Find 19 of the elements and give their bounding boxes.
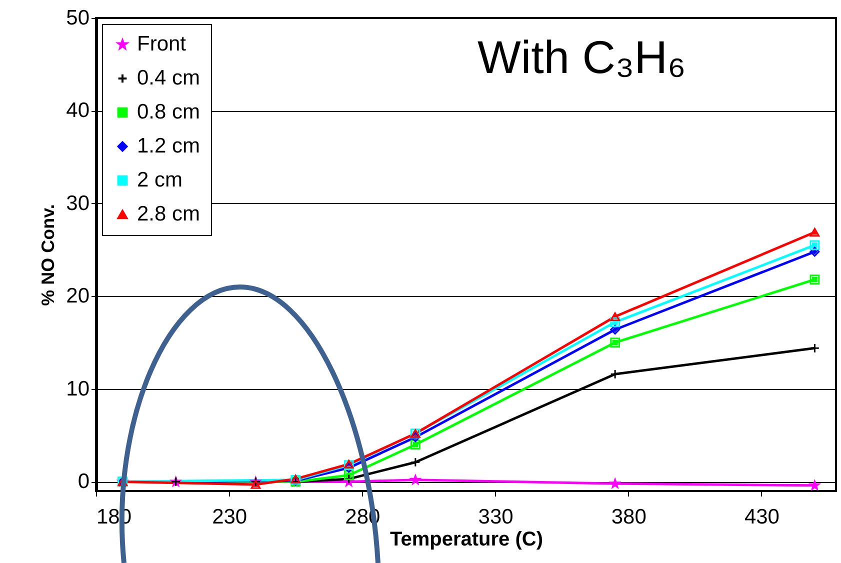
legend-label: 2.8 cm — [137, 202, 200, 226]
x-tick-label: 330 — [478, 506, 514, 528]
legend-label: 0.4 cm — [137, 66, 200, 90]
x-tick-label: 430 — [744, 506, 780, 528]
y-tick-label: 20 — [66, 284, 90, 308]
legend-label: 0.8 cm — [137, 100, 200, 124]
y-tick-label: 0 — [78, 470, 90, 494]
y-axis-title: % NO Conv. — [38, 204, 58, 306]
chart-title: With C₃H₆ — [477, 31, 686, 83]
y-tick-label: 10 — [66, 377, 90, 400]
y-tick-label: 40 — [66, 99, 90, 122]
y-tick-label: 30 — [66, 192, 90, 215]
legend-label: 2 cm — [137, 168, 183, 192]
x-tick-label: 380 — [611, 506, 646, 528]
x-axis-title: Temperature (C) — [390, 528, 543, 550]
legend-label: Front — [137, 32, 186, 56]
y-tick-label: 50 — [66, 6, 90, 30]
x-tick-label: 230 — [212, 506, 248, 528]
legend-label: 1.2 cm — [137, 134, 200, 158]
